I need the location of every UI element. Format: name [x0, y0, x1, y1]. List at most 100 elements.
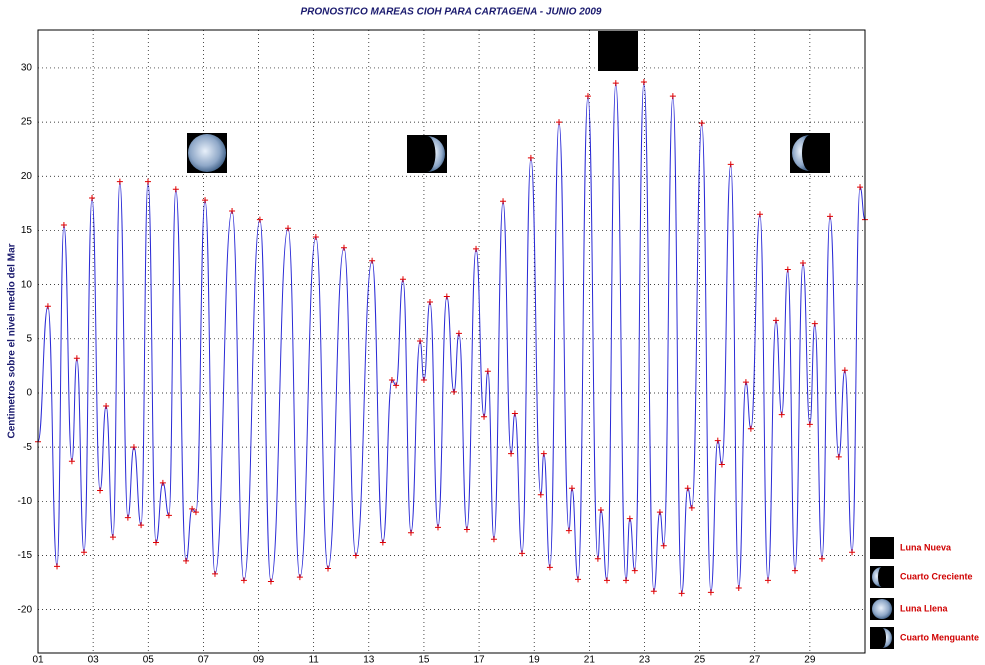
- x-tick-label: 05: [143, 655, 155, 665]
- point-marker: [44, 303, 51, 310]
- point-marker: [835, 453, 842, 460]
- point-marker: [784, 266, 791, 273]
- point-marker: [841, 367, 848, 374]
- point-marker: [791, 567, 798, 574]
- point-marker: [640, 79, 647, 86]
- point-marker: [684, 485, 691, 492]
- point-marker: [420, 376, 427, 383]
- point-marker: [747, 425, 754, 432]
- point-marker: [165, 512, 172, 519]
- y-tick-label: 20: [21, 171, 33, 182]
- point-marker: [116, 178, 123, 185]
- x-tick-label: 29: [804, 655, 816, 665]
- point-marker: [698, 120, 705, 127]
- chart-title: PRONOSTICO MAREAS CIOH PARA CARTAGENA - …: [301, 7, 602, 18]
- first-quarter-icon: [790, 133, 830, 173]
- point-marker: [772, 317, 779, 324]
- point-marker: [537, 491, 544, 498]
- x-tick-label: 07: [198, 655, 210, 665]
- point-marker: [229, 207, 236, 214]
- point-marker: [565, 527, 572, 534]
- y-tick-label: -15: [18, 550, 33, 561]
- plot-area: [35, 30, 868, 653]
- point-marker: [500, 198, 507, 205]
- point-marker: [764, 577, 771, 584]
- point-marker: [546, 564, 553, 571]
- point-marker: [407, 529, 414, 536]
- point-marker: [267, 578, 274, 585]
- point-marker: [669, 93, 676, 100]
- point-marker: [778, 411, 785, 418]
- point-marker: [312, 233, 319, 240]
- point-marker: [508, 450, 515, 457]
- point-marker: [211, 570, 218, 577]
- point-marker: [718, 461, 725, 468]
- point-marker: [568, 485, 575, 492]
- point-marker: [443, 293, 450, 300]
- legend-label: Cuarto Creciente: [900, 571, 973, 581]
- point-marker: [818, 555, 825, 562]
- full-moon-icon: [187, 133, 227, 173]
- point-marker: [388, 376, 395, 383]
- point-marker: [172, 186, 179, 193]
- y-tick-label: 15: [21, 225, 33, 236]
- point-marker: [109, 534, 116, 541]
- point-marker: [463, 526, 470, 533]
- point-marker: [450, 388, 457, 395]
- tide-line: [37, 81, 866, 594]
- point-marker: [826, 213, 833, 220]
- point-marker: [735, 584, 742, 591]
- point-marker: [60, 222, 67, 229]
- point-marker: [481, 413, 488, 420]
- point-marker: [393, 382, 400, 389]
- point-marker: [527, 154, 534, 161]
- point-marker: [756, 211, 763, 218]
- point-marker: [857, 184, 864, 191]
- point-marker: [89, 194, 96, 201]
- point-marker: [519, 550, 526, 557]
- y-tick-label: -10: [18, 496, 33, 507]
- point-marker: [189, 505, 196, 512]
- point-marker: [68, 458, 75, 465]
- point-marker: [379, 539, 386, 546]
- point-marker: [490, 536, 497, 543]
- point-marker: [473, 245, 480, 252]
- x-tick-label: 25: [694, 655, 706, 665]
- new-moon-icon: [598, 31, 638, 71]
- point-marker: [152, 539, 159, 546]
- point-marker: [650, 588, 657, 595]
- y-tick-label: 5: [26, 333, 32, 344]
- point-marker: [849, 549, 856, 556]
- x-tick-label: 27: [749, 655, 761, 665]
- point-marker: [484, 368, 491, 375]
- x-tick-label: 21: [584, 655, 596, 665]
- point-marker: [584, 93, 591, 100]
- point-marker: [799, 259, 806, 266]
- point-marker: [417, 337, 424, 344]
- point-marker: [714, 437, 721, 444]
- point-marker: [130, 444, 137, 451]
- y-axis-label: Centimetros sobre el nivel medio del Mar: [7, 243, 18, 438]
- point-marker: [426, 298, 433, 305]
- point-marker: [352, 552, 359, 559]
- y-tick-label: 10: [21, 279, 33, 290]
- point-marker: [678, 590, 685, 597]
- point-marker: [296, 574, 303, 581]
- legend-label: Luna Llena: [900, 603, 948, 613]
- point-marker: [369, 257, 376, 264]
- point-marker: [183, 557, 190, 564]
- point-marker: [727, 161, 734, 168]
- y-tick-label: -20: [18, 604, 33, 615]
- point-marker: [660, 542, 667, 549]
- point-marker: [54, 563, 61, 570]
- legend: Luna Nueva Cuarto Creciente Luna Llena C…: [870, 537, 979, 649]
- x-tick-label: 15: [418, 655, 430, 665]
- y-tick-label: 25: [21, 117, 33, 128]
- point-marker: [192, 509, 199, 516]
- point-marker: [256, 216, 263, 223]
- x-tick-label: 13: [363, 655, 375, 665]
- x-tick-label: 01: [32, 655, 44, 665]
- point-marker: [612, 80, 619, 87]
- point-marker: [399, 276, 406, 283]
